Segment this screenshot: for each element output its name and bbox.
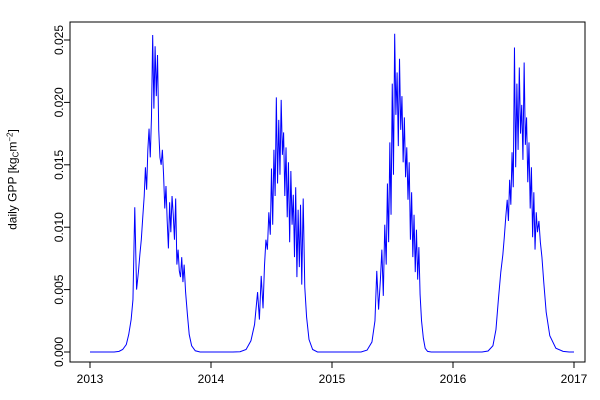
y-axis-title-sub: C xyxy=(11,151,21,158)
y-axis-tick-label: 0.010 xyxy=(52,212,66,242)
x-axis-tick-label: 2016 xyxy=(440,372,467,386)
y-axis-tick-label: 0.020 xyxy=(52,87,66,117)
x-axis-tick-label: 2013 xyxy=(77,372,104,386)
y-axis-title: daily GPP [kgCm−2] xyxy=(6,120,21,240)
y-axis-title-main: daily GPP [kg xyxy=(5,157,20,230)
y-axis-tick-label: 0.015 xyxy=(52,149,66,179)
y-axis-title-tail: ] xyxy=(5,129,20,133)
y-axis-tick-label: 0.005 xyxy=(52,274,66,304)
y-axis-title-mid: m xyxy=(5,141,20,152)
plot-box xyxy=(69,21,586,363)
data-series-line xyxy=(90,33,574,353)
x-axis-tick-label: 2014 xyxy=(198,372,225,386)
y-axis-tick-label: 0.025 xyxy=(52,25,66,55)
y-axis-title-sup: −2 xyxy=(5,132,15,142)
x-axis-tick-label: 2017 xyxy=(561,372,588,386)
y-axis-tick-label: 0.000 xyxy=(52,337,66,367)
x-axis-tick-label: 2015 xyxy=(319,372,346,386)
